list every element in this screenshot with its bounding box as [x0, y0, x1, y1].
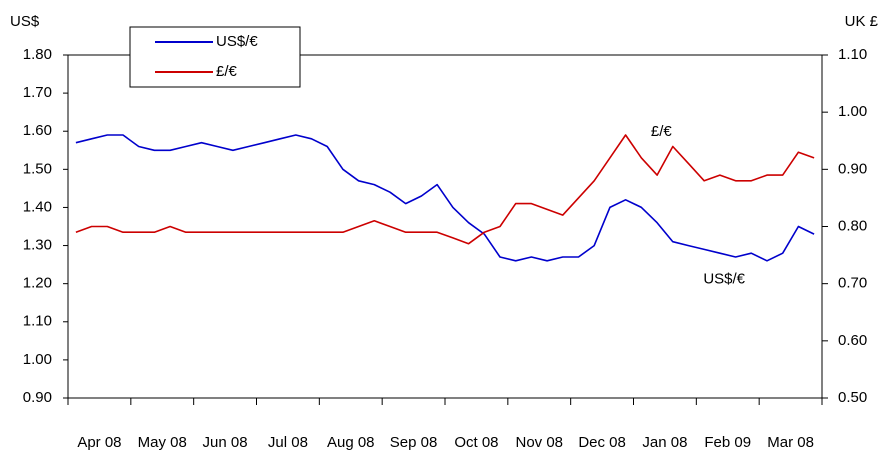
- x-tick-label: Aug 08: [327, 434, 375, 451]
- y-tick-label: 1.00: [23, 351, 52, 368]
- legend-label: US$/€: [216, 33, 258, 50]
- y2-tick-label: 0.50: [838, 389, 867, 406]
- y-tick-label: 0.90: [23, 389, 52, 406]
- legend-label: £/€: [216, 63, 238, 80]
- x-tick-label: Jun 08: [203, 434, 248, 451]
- y-tick-label: 1.40: [23, 198, 52, 215]
- y2-axis-title: UK £: [845, 13, 879, 30]
- x-tick-label: Dec 08: [578, 434, 626, 451]
- annotation: £/€: [651, 123, 673, 140]
- y2-tick-label: 0.60: [838, 332, 867, 349]
- series-line: [75, 134, 815, 262]
- y2-tick-label: 0.80: [838, 217, 867, 234]
- x-tick-label: Feb 09: [704, 434, 751, 451]
- y-tick-label: 1.60: [23, 122, 52, 139]
- y-tick-label: 1.50: [23, 160, 52, 177]
- series-line: [75, 134, 815, 245]
- annotation: US$/€: [703, 270, 745, 287]
- x-tick-label: Oct 08: [454, 434, 498, 451]
- x-tick-label: Jul 08: [268, 434, 308, 451]
- x-tick-label: Sep 08: [390, 434, 438, 451]
- x-tick-label: Mar 08: [767, 434, 814, 451]
- y2-tick-label: 1.10: [838, 46, 867, 63]
- plot-frame: [67, 54, 823, 399]
- y-axis-title: US$: [10, 13, 40, 30]
- y2-tick-label: 1.00: [838, 103, 867, 120]
- y-tick-label: 1.70: [23, 84, 52, 101]
- y-tick-label: 1.20: [23, 275, 52, 292]
- y-tick-label: 1.30: [23, 237, 52, 254]
- x-tick-label: Nov 08: [515, 434, 563, 451]
- x-tick-label: Jan 08: [642, 434, 687, 451]
- y-tick-label: 1.10: [23, 313, 52, 330]
- y2-tick-label: 0.90: [838, 160, 867, 177]
- y2-tick-label: 0.70: [838, 275, 867, 292]
- y-tick-label: 1.80: [23, 46, 52, 63]
- x-tick-label: Apr 08: [77, 434, 121, 451]
- legend-box: [129, 26, 301, 88]
- x-tick-label: May 08: [138, 434, 187, 451]
